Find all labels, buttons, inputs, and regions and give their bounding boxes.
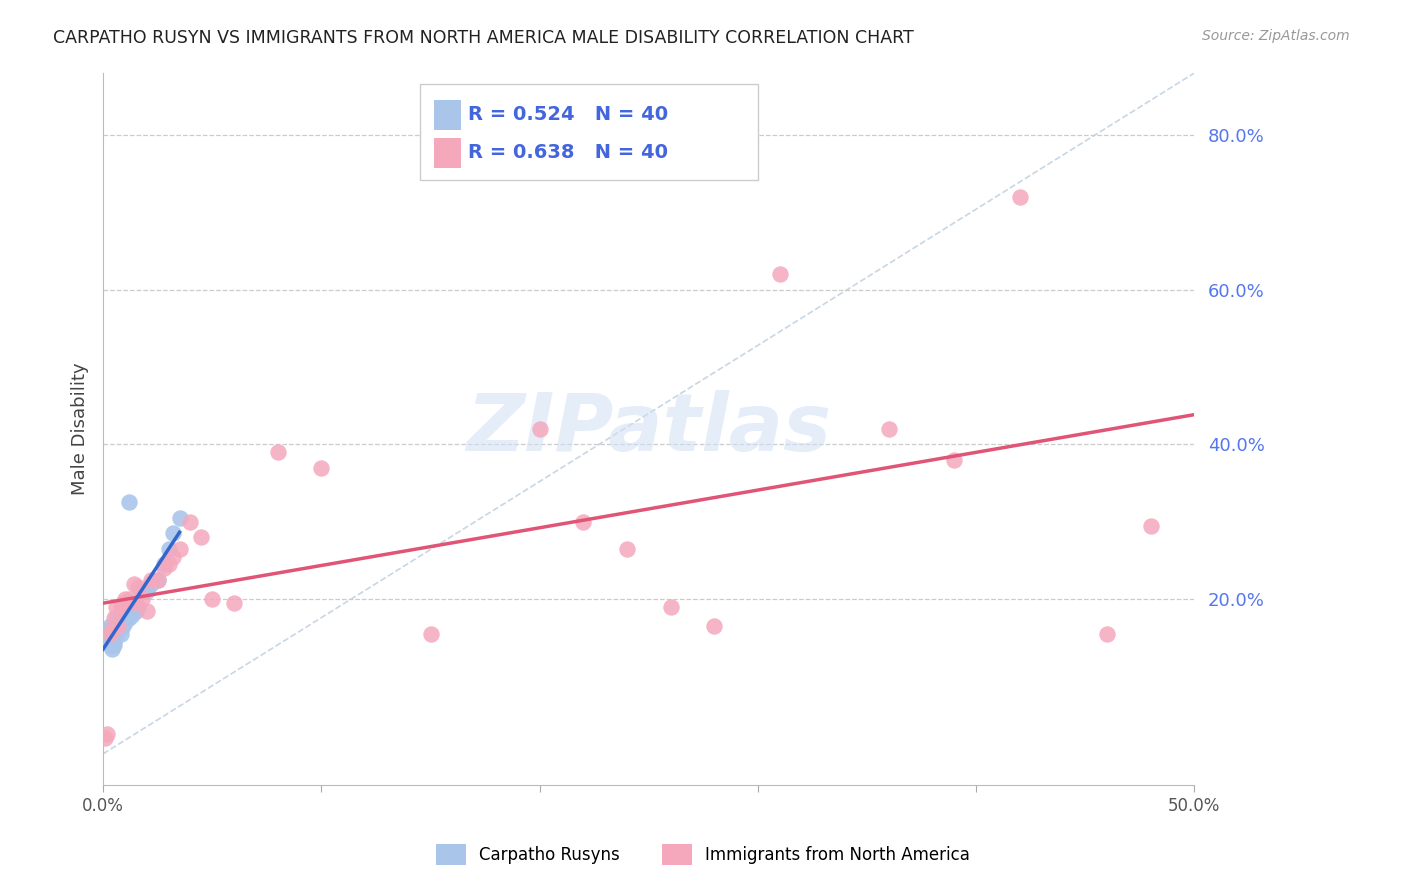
Text: ZIPatlas: ZIPatlas — [467, 390, 831, 468]
Point — [118, 495, 141, 509]
Point — [110, 627, 132, 641]
Point — [98, 627, 121, 641]
Point — [139, 573, 162, 587]
Point — [131, 592, 153, 607]
Point — [169, 541, 191, 556]
Point — [201, 592, 224, 607]
Point — [103, 611, 125, 625]
Point — [127, 581, 149, 595]
Point — [98, 627, 121, 641]
Bar — [434, 100, 461, 130]
Point — [146, 573, 169, 587]
Point — [125, 604, 148, 618]
Point — [110, 619, 132, 633]
Point — [146, 573, 169, 587]
Point — [118, 592, 141, 607]
Point — [572, 515, 595, 529]
Point — [135, 584, 157, 599]
Point — [103, 627, 125, 641]
Point — [115, 607, 138, 622]
Point — [122, 604, 145, 618]
Text: CARPATHO RUSYN VS IMMIGRANTS FROM NORTH AMERICA MALE DISABILITY CORRELATION CHAR: CARPATHO RUSYN VS IMMIGRANTS FROM NORTH … — [53, 29, 914, 47]
Point — [110, 599, 132, 614]
Point — [111, 615, 134, 630]
Point — [169, 511, 191, 525]
Point — [96, 727, 118, 741]
Point — [162, 526, 184, 541]
Point — [101, 634, 124, 648]
Text: R = 0.524   N = 40: R = 0.524 N = 40 — [468, 105, 668, 125]
Point — [135, 604, 157, 618]
Point — [107, 623, 129, 637]
FancyBboxPatch shape — [419, 84, 758, 180]
Point — [94, 634, 117, 648]
Point — [105, 619, 128, 633]
Point — [94, 731, 117, 746]
Point — [118, 611, 141, 625]
Point — [103, 639, 125, 653]
Point — [157, 541, 180, 556]
Point — [222, 596, 245, 610]
Point — [98, 639, 121, 653]
Point — [122, 576, 145, 591]
Point — [877, 422, 900, 436]
Point — [179, 515, 201, 529]
Text: R = 0.638   N = 40: R = 0.638 N = 40 — [468, 144, 668, 162]
Point — [101, 627, 124, 641]
Point — [131, 584, 153, 599]
Point — [96, 623, 118, 637]
Point — [162, 549, 184, 564]
Point — [659, 599, 682, 614]
Point — [114, 615, 136, 630]
Point — [1008, 190, 1031, 204]
Point — [114, 611, 136, 625]
Point — [1095, 627, 1118, 641]
Point — [103, 623, 125, 637]
Point — [101, 623, 124, 637]
Point — [121, 607, 143, 622]
Point — [1139, 518, 1161, 533]
Bar — [434, 137, 461, 168]
Point — [96, 634, 118, 648]
Point — [153, 558, 176, 572]
Point — [105, 599, 128, 614]
Point — [769, 267, 792, 281]
Point — [190, 530, 212, 544]
Point — [139, 576, 162, 591]
Point — [105, 627, 128, 641]
Point — [125, 596, 148, 610]
Point — [157, 558, 180, 572]
Point — [107, 619, 129, 633]
Point — [267, 445, 290, 459]
Point — [114, 592, 136, 607]
Point — [529, 422, 551, 436]
Legend: Carpatho Rusyns, Immigrants from North America: Carpatho Rusyns, Immigrants from North A… — [427, 836, 979, 873]
Point — [98, 619, 121, 633]
Point — [943, 452, 966, 467]
Point — [127, 599, 149, 614]
Point — [153, 561, 176, 575]
Point — [103, 634, 125, 648]
Y-axis label: Male Disability: Male Disability — [72, 362, 89, 495]
Point — [111, 596, 134, 610]
Text: Source: ZipAtlas.com: Source: ZipAtlas.com — [1202, 29, 1350, 44]
Point — [703, 619, 725, 633]
Point — [101, 642, 124, 657]
Point — [107, 619, 129, 633]
Point — [419, 627, 441, 641]
Point — [111, 619, 134, 633]
Point — [311, 460, 333, 475]
Point — [616, 541, 638, 556]
Point — [110, 611, 132, 625]
Point — [105, 611, 128, 625]
